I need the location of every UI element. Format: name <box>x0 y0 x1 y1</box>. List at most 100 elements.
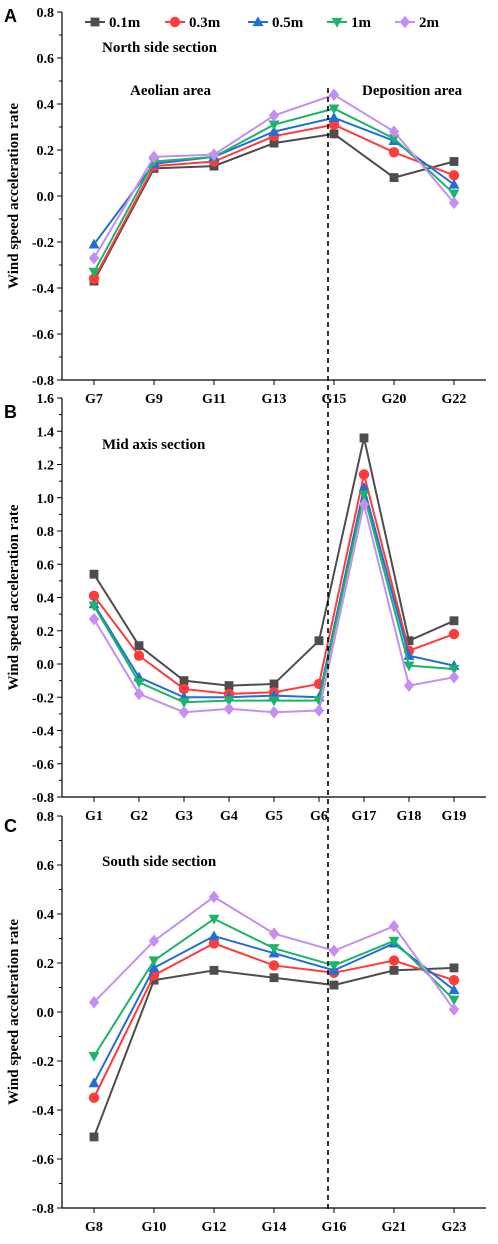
data-point <box>89 569 99 579</box>
series-1m <box>88 490 460 708</box>
annotation-aeolian: Aeolian area <box>130 83 211 99</box>
data-point <box>148 150 160 164</box>
y-tick-label: 0.2 <box>37 957 55 972</box>
data-point <box>88 1077 100 1088</box>
data-point <box>328 88 340 102</box>
y-tick-label: 0.0 <box>37 658 55 673</box>
x-tick-label: G17 <box>352 809 377 824</box>
data-point <box>208 938 220 949</box>
data-point <box>328 119 340 130</box>
x-tick-label: G14 <box>262 1220 287 1235</box>
data-point <box>268 120 280 131</box>
series-line-0.3m <box>93 474 455 695</box>
series-line-0.5m <box>93 934 455 1084</box>
y-tick-label: 0.8 <box>37 6 55 21</box>
data-point <box>388 920 400 933</box>
section-title: South side section <box>102 854 217 870</box>
y-tick-label: -0.2 <box>32 1055 54 1070</box>
x-tick-label: G16 <box>322 1220 347 1235</box>
y-tick-label: 0.6 <box>37 859 55 874</box>
data-point <box>88 267 100 278</box>
y-tick-label: -0.8 <box>32 1202 54 1217</box>
data-point <box>358 482 370 492</box>
y-tick-label: 1.2 <box>37 459 55 474</box>
y-tick-label: 0.8 <box>37 810 55 825</box>
legend-marker <box>90 17 100 27</box>
x-tick-label: G8 <box>85 1220 103 1235</box>
data-point <box>389 173 399 183</box>
y-tick-label: 0.8 <box>37 525 55 540</box>
x-tick-label: G9 <box>145 392 163 407</box>
x-tick-label: G21 <box>382 1220 407 1235</box>
y-tick-label: -0.4 <box>32 725 54 740</box>
y-tick-label: 0.4 <box>37 592 55 607</box>
data-point <box>329 980 339 990</box>
data-point <box>208 914 220 925</box>
x-tick-label: G23 <box>442 1220 467 1235</box>
data-point <box>224 681 234 691</box>
data-point <box>314 636 324 646</box>
panel-B: -0.8 -0.6 -0.4 -0.2 0.0 0.2 0.4 0.6 0.8 1.0 1.2 1.4… <box>4 392 486 824</box>
y-tick-label: 1.6 <box>37 392 55 407</box>
data-point <box>328 112 340 122</box>
data-point <box>208 148 220 161</box>
y-axis-label: Wind speed acceleration rate <box>6 103 22 289</box>
legend-label: 0.5m <box>272 15 304 31</box>
y-axis-label: Wind speed acceleration rate <box>6 504 22 690</box>
data-point <box>388 955 400 966</box>
data-point <box>148 956 160 967</box>
data-point <box>388 147 400 158</box>
data-point <box>448 196 460 210</box>
data-point <box>208 930 220 941</box>
data-point <box>388 936 400 947</box>
legend-item-0.1m: 0.1m <box>85 15 141 31</box>
data-point <box>388 134 400 145</box>
y-axis-label: Wind speed acceleration rate <box>6 919 22 1105</box>
y-tick-label: 1.4 <box>37 425 55 440</box>
data-point <box>134 641 144 651</box>
data-point <box>269 138 279 148</box>
panel-letter: B <box>4 402 17 422</box>
data-point <box>148 934 160 948</box>
legend-label: 2m <box>419 15 440 31</box>
series-1m <box>88 914 460 1062</box>
y-tick-label: 1.0 <box>37 492 55 507</box>
x-tick-label: G4 <box>220 809 238 824</box>
data-point <box>269 973 279 983</box>
data-point <box>449 616 459 626</box>
y-tick-label: 0.2 <box>37 144 55 159</box>
data-point <box>178 705 190 719</box>
data-point <box>223 696 235 707</box>
data-point <box>448 628 460 640</box>
y-tick-label: 0.2 <box>37 625 55 640</box>
data-point <box>388 125 400 138</box>
x-tick-label: G18 <box>397 809 422 824</box>
data-point <box>268 125 280 136</box>
data-point <box>448 664 460 675</box>
data-point <box>448 671 460 684</box>
data-point <box>448 974 460 986</box>
panel-letter: C <box>4 816 17 836</box>
y-tick-label: -0.6 <box>32 1153 54 1168</box>
y-tick-label: -0.2 <box>32 691 54 706</box>
section-title: Mid axis section <box>102 437 206 453</box>
legend-item-0.5m: 0.5m <box>248 15 304 31</box>
data-point <box>209 965 219 975</box>
data-point <box>88 612 100 626</box>
series-2m <box>88 88 460 265</box>
data-point <box>313 704 325 717</box>
data-point <box>268 960 280 971</box>
data-point <box>449 157 459 166</box>
data-point <box>358 498 370 511</box>
y-tick-label: 0.6 <box>37 558 55 573</box>
data-point <box>268 705 280 719</box>
x-tick-label: G15 <box>322 392 347 407</box>
series-0.1m <box>89 129 459 286</box>
series-line-0.1m <box>93 132 455 282</box>
series-0.1m <box>89 963 459 1142</box>
data-point <box>328 944 340 957</box>
y-tick-label: 0.0 <box>37 190 55 205</box>
y-tick-label: 0.6 <box>37 52 55 67</box>
legend-marker <box>331 17 343 28</box>
data-point <box>89 1132 99 1142</box>
